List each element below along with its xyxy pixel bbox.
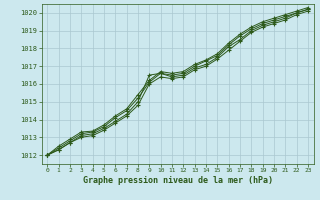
X-axis label: Graphe pression niveau de la mer (hPa): Graphe pression niveau de la mer (hPa) — [83, 176, 273, 185]
